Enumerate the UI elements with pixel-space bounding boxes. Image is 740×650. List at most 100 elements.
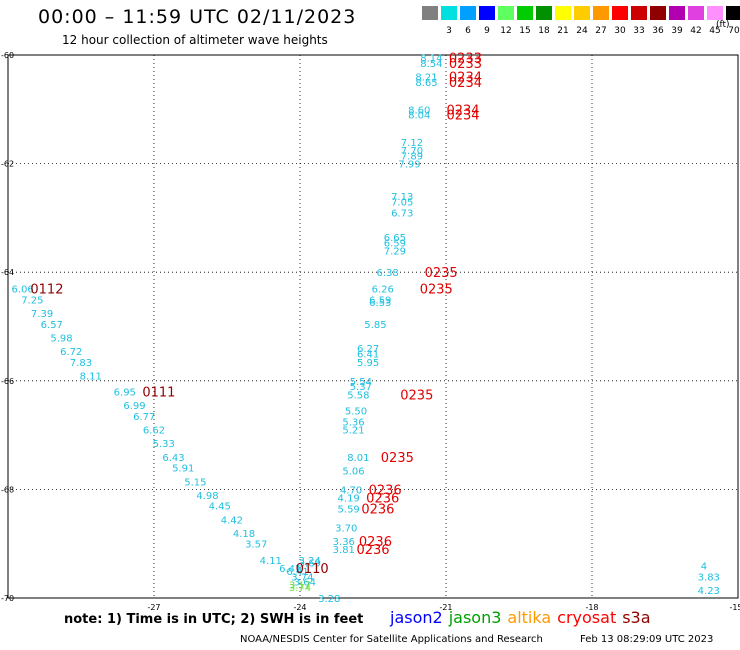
wave-height-label: 8.01 [347, 453, 369, 464]
wave-height-label: 6.38 [376, 268, 398, 279]
wave-height-label: 6.43 [162, 453, 184, 464]
wave-height-label: 7.83 [70, 358, 92, 369]
wave-height-label: 5.36 [342, 418, 364, 429]
wave-height-label: 4.18 [233, 529, 255, 540]
wave-height-label: 3.74 [291, 572, 313, 583]
y-tick-label: -62 [1, 160, 14, 169]
legend-swatch [726, 6, 740, 20]
x-tick-label: -24 [293, 603, 306, 612]
satellite-legend: jason2 jason3 altika cryosat s3a [390, 608, 657, 627]
wave-height-label: 3.36 [333, 537, 355, 548]
y-tick-label: -70 [1, 594, 14, 603]
wave-height-label: 5.06 [342, 466, 364, 477]
wave-height-label: 4.45 [209, 502, 231, 513]
legend-label: 70 [728, 26, 740, 36]
wave-height-label: 4.11 [260, 556, 282, 567]
wave-height-label: 6.27 [357, 344, 379, 355]
wave-height-label: 6.73 [391, 208, 413, 219]
time-tag-label: 0110 [296, 562, 329, 577]
wave-height-label: 3.74 [289, 583, 311, 594]
wave-height-label: 6.41 [286, 567, 308, 578]
time-tag-label: 0233 [449, 52, 482, 67]
wave-height-label: 3.64 [294, 578, 316, 589]
wave-height-label: 6.26 [372, 284, 394, 295]
wave-height-label: 3.81 [333, 545, 355, 556]
time-tag-label: 0234 [449, 71, 482, 86]
legend-label: 15 [519, 26, 531, 36]
wave-height-label: 8.04 [408, 111, 430, 122]
wave-height-label: 8.60 [408, 105, 430, 116]
y-tick-label: -64 [1, 268, 14, 277]
wave-height-label: 5.59 [338, 504, 360, 515]
wave-height-label: 6.72 [60, 347, 82, 358]
wave-height-label: 6.59 [384, 238, 406, 249]
wave-height-label: 4 [701, 561, 707, 572]
wave-height-label: 3.24 [299, 556, 321, 567]
satellite-jason2: jason2 [390, 608, 443, 627]
wave-height-label: 5.50 [345, 407, 367, 418]
wave-height-label: 8.21 [415, 73, 437, 84]
legend-swatch [688, 6, 704, 20]
legend-label: 30 [614, 26, 626, 36]
time-tag-label: 0236 [361, 502, 394, 517]
wave-height-label: 6.41 [279, 564, 301, 575]
wave-height-label: 7.99 [398, 160, 420, 171]
wave-height-label: 5.95 [357, 358, 379, 369]
generated-timestamp: Feb 13 08:29:09 UTC 2023 [580, 634, 714, 645]
chart-title: 00:00 – 11:59 UTC 02/11/2023 [38, 6, 357, 28]
wave-height-label: 6.41 [357, 350, 379, 361]
wave-height-label: 5.98 [50, 333, 72, 344]
legend-swatch [593, 6, 609, 20]
legend-label: 12 [500, 26, 512, 36]
legend-label: 36 [652, 26, 664, 36]
y-tick-label: -68 [1, 485, 14, 494]
satellite-jason3: jason3 [448, 608, 502, 627]
legend-label: 27 [595, 26, 607, 36]
legend-label: 39 [671, 26, 683, 36]
wave-height-label: 5.91 [172, 464, 194, 475]
wave-height-label: 6.57 [41, 320, 63, 331]
time-tag-label: 0112 [30, 282, 63, 297]
legend-swatch [517, 6, 533, 20]
time-tag-label: 0236 [366, 492, 399, 507]
legend-swatch [631, 6, 647, 20]
satellite-s3a: s3a [622, 608, 651, 627]
wave-height-label: 6.65 [384, 233, 406, 244]
legend-swatch [441, 6, 457, 20]
wave-height-label: 6.77 [133, 412, 155, 423]
wave-height-label: 4.98 [196, 491, 218, 502]
legend-label: 42 [690, 26, 702, 36]
wave-height-label: 6.59 [369, 295, 391, 306]
legend-label: 18 [538, 26, 550, 36]
wave-height-label: 6.95 [114, 388, 136, 399]
legend-swatch [536, 6, 552, 20]
wave-height-label: 3.28 [318, 594, 340, 605]
x-tick-label: -15 [729, 603, 740, 612]
time-tag-label: 0234 [449, 76, 482, 91]
wave-height-label: 6.06 [11, 284, 33, 295]
time-tag-label: 0235 [425, 266, 458, 281]
time-tag-label: 0235 [420, 282, 453, 297]
legend-swatch [612, 6, 628, 20]
time-tag-label: 0233 [449, 57, 482, 72]
legend-unit: (ft) [716, 20, 730, 30]
wave-height-label: 7.25 [21, 295, 43, 306]
wave-height-label: 6.53 [369, 298, 391, 309]
wave-height-label: 5.33 [153, 439, 175, 450]
wave-height-label: 8.14 [420, 54, 442, 65]
legend-swatch [460, 6, 476, 20]
wave-height-label: 4.42 [221, 515, 243, 526]
time-tag-label: 0234 [446, 103, 479, 118]
wave-height-label: 6.99 [123, 401, 145, 412]
time-tag-label: 0236 [369, 483, 402, 498]
legend-swatch [707, 6, 723, 20]
wave-height-label: 5.58 [347, 390, 369, 401]
time-tag-label: 0236 [356, 543, 389, 558]
time-tag-label: 0235 [381, 451, 414, 466]
legend-label: 3 [446, 26, 452, 36]
legend-swatch [650, 6, 666, 20]
x-tick-label: -21 [439, 603, 452, 612]
legend-label: 6 [465, 26, 471, 36]
wave-height-label: 3.83 [698, 572, 720, 583]
